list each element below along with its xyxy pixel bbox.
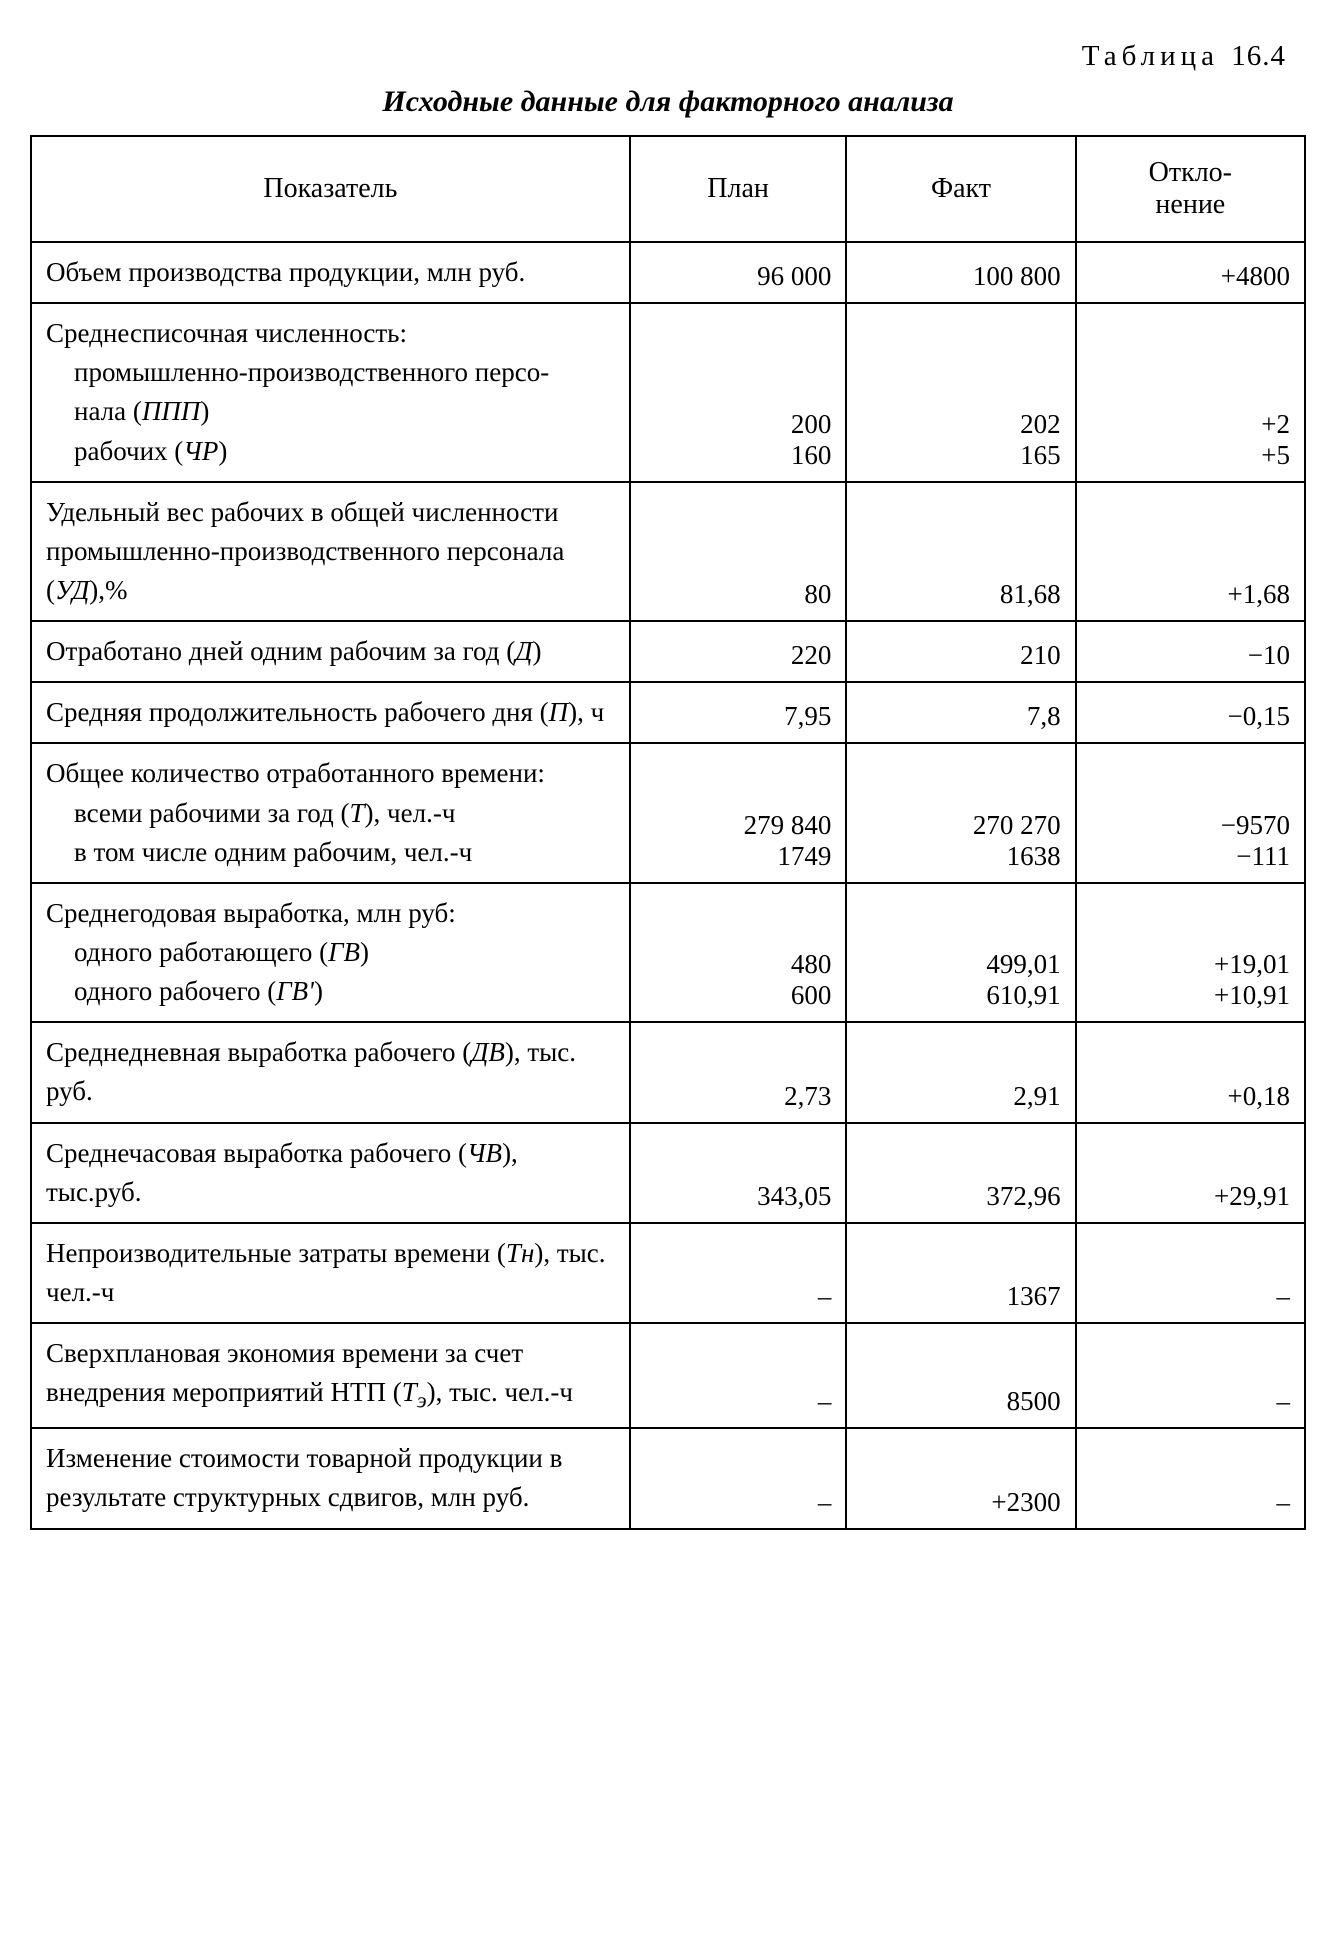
- cell-fact: +2300: [846, 1428, 1075, 1528]
- cell-fact: 372,96: [846, 1123, 1075, 1223]
- row-label: Среднечасовая выработка рабочего (ЧВ), т…: [31, 1123, 630, 1223]
- cell-deviation: +29,91: [1076, 1123, 1305, 1223]
- cell-deviation: –: [1076, 1323, 1305, 1428]
- row-label: Средняя продолжительность рабочего дня (…: [31, 682, 630, 743]
- cell-fact: 1367: [846, 1223, 1075, 1323]
- row-label: Среднегодовая выработка, млн руб:одного …: [31, 883, 630, 1022]
- cell-fact: 100 800: [846, 242, 1075, 303]
- cell-fact: 81,68: [846, 482, 1075, 621]
- cell-plan: –: [630, 1223, 847, 1323]
- row-label: Изменение стоимости товарной продукции в…: [31, 1428, 630, 1528]
- table-row: Среднечасовая выработка рабочего (ЧВ), т…: [31, 1123, 1305, 1223]
- table-row: Отработано дней одним рабочим за год (Д)…: [31, 621, 1305, 682]
- cell-deviation: +0,18: [1076, 1022, 1305, 1122]
- row-label: Непроизводительные затраты времени (Тн),…: [31, 1223, 630, 1323]
- table-row: Среднесписочная численность:промышленно-…: [31, 303, 1305, 482]
- cell-plan: 96 000: [630, 242, 847, 303]
- cell-deviation: –: [1076, 1223, 1305, 1323]
- cell-plan: 220: [630, 621, 847, 682]
- cell-fact: 270 270 1638: [846, 743, 1075, 882]
- table-row: Средняя продолжительность рабочего дня (…: [31, 682, 1305, 743]
- table-row: Удельный вес рабочих в общей численности…: [31, 482, 1305, 621]
- table-row: Сверхплановая экономия времени за счет в…: [31, 1323, 1305, 1428]
- cell-fact: 499,01 610,91: [846, 883, 1075, 1022]
- table-row: Среднегодовая выработка, млн руб:одного …: [31, 883, 1305, 1022]
- table-number-value: 16.4: [1231, 40, 1286, 72]
- cell-deviation: −9570 −111: [1076, 743, 1305, 882]
- cell-fact: 7,8: [846, 682, 1075, 743]
- cell-fact: 210: [846, 621, 1075, 682]
- table-number: Таблица 16.4: [30, 40, 1306, 73]
- table-row: Объем производства продукции, млн руб.96…: [31, 242, 1305, 303]
- cell-fact: 202 165: [846, 303, 1075, 482]
- col-header-indicator: Показатель: [31, 136, 630, 242]
- cell-plan: –: [630, 1323, 847, 1428]
- cell-plan: 2,73: [630, 1022, 847, 1122]
- cell-deviation: +19,01 +10,91: [1076, 883, 1305, 1022]
- table-title: Исходные данные для факторного анализа: [30, 85, 1306, 119]
- cell-plan: 80: [630, 482, 847, 621]
- row-label: Среднесписочная численность:промышленно-…: [31, 303, 630, 482]
- col-header-plan: План: [630, 136, 847, 242]
- cell-fact: 8500: [846, 1323, 1075, 1428]
- cell-deviation: +4800: [1076, 242, 1305, 303]
- col-header-deviation: Откло- нение: [1076, 136, 1305, 242]
- cell-deviation: −10: [1076, 621, 1305, 682]
- cell-deviation: +1,68: [1076, 482, 1305, 621]
- cell-plan: 7,95: [630, 682, 847, 743]
- cell-deviation: +2 +5: [1076, 303, 1305, 482]
- row-label: Удельный вес рабочих в общей численности…: [31, 482, 630, 621]
- cell-plan: 343,05: [630, 1123, 847, 1223]
- row-label: Сверхплановая экономия времени за счет в…: [31, 1323, 630, 1428]
- cell-plan: 480 600: [630, 883, 847, 1022]
- row-label: Общее количество отработанного времени:в…: [31, 743, 630, 882]
- row-label: Объем производства продукции, млн руб.: [31, 242, 630, 303]
- cell-plan: –: [630, 1428, 847, 1528]
- cell-plan: 279 840 1749: [630, 743, 847, 882]
- cell-fact: 2,91: [846, 1022, 1075, 1122]
- row-label: Отработано дней одним рабочим за год (Д): [31, 621, 630, 682]
- table-row: Непроизводительные затраты времени (Тн),…: [31, 1223, 1305, 1323]
- cell-deviation: –: [1076, 1428, 1305, 1528]
- row-label: Среднедневная выработка рабочего (ДВ), т…: [31, 1022, 630, 1122]
- table-row: Среднедневная выработка рабочего (ДВ), т…: [31, 1022, 1305, 1122]
- table-row: Общее количество отработанного времени:в…: [31, 743, 1305, 882]
- header-row: Показатель План Факт Откло- нение: [31, 136, 1305, 242]
- cell-deviation: −0,15: [1076, 682, 1305, 743]
- cell-plan: 200 160: [630, 303, 847, 482]
- table-row: Изменение стоимости товарной продукции в…: [31, 1428, 1305, 1528]
- table-number-label: Таблица: [1082, 40, 1219, 72]
- data-table: Показатель План Факт Откло- нение Объем …: [30, 135, 1306, 1530]
- col-header-fact: Факт: [846, 136, 1075, 242]
